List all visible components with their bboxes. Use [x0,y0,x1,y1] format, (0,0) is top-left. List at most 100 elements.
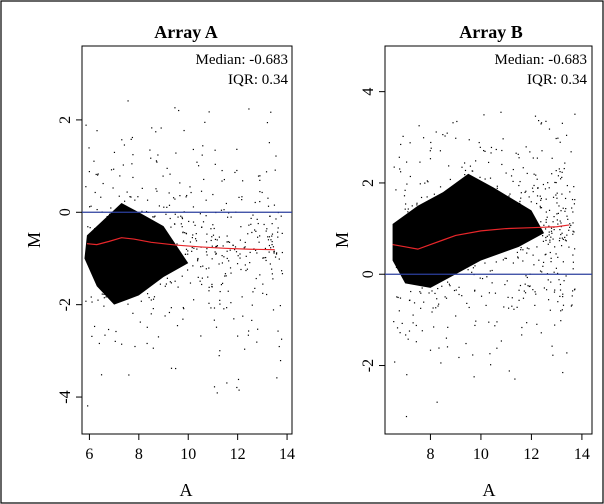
scatter-point [399,332,401,334]
scatter-point [194,224,196,226]
scatter-point [262,283,264,285]
scatter-point [549,241,551,243]
scatter-point [250,223,252,225]
scatter-point [560,222,562,224]
scatter-point [98,342,100,345]
scatter-point [140,300,142,302]
scatter-point [419,183,421,185]
scatter-point [533,173,535,175]
scatter-point [405,203,407,205]
scatter-point [207,276,209,278]
scatter-point [174,280,176,282]
scatter-point [252,214,254,216]
scatter-point [537,187,539,189]
scatter-point [432,307,434,309]
scatter-point [410,290,412,293]
scatter-point [560,245,563,247]
scatter-point [96,208,98,211]
scatter-point [270,247,272,249]
scatter-point [566,184,568,187]
scatter-point [445,297,448,299]
scatter-point [475,160,477,162]
scatter-point [157,336,160,338]
scatter-point [213,307,216,309]
scatter-point [276,377,278,379]
scatter-point [94,228,96,230]
scatter-point [561,171,563,173]
scatter-point [281,270,283,272]
scatter-point [262,292,264,294]
scatter-point [132,312,134,314]
loess-curve [86,237,275,251]
scatter-point [263,257,265,259]
scatter-point [254,229,256,231]
scatter-point [572,211,574,213]
x-tick-label: 8 [135,446,143,463]
scatter-point [525,190,527,192]
scatter-point [218,236,220,238]
scatter-point [132,154,134,156]
scatter-point [481,277,484,280]
scatter-point [254,249,257,251]
scatter-point [539,270,542,272]
scatter-point [571,295,573,297]
scatter-point [554,181,556,184]
scatter-point [208,111,210,113]
scatter-point [526,276,528,279]
scatter-point [545,239,547,242]
scatter-point [512,180,514,183]
scatter-point [526,252,528,254]
y-tick-label: -2 [57,298,74,311]
scatter-point [508,195,510,197]
scatter-point [442,133,444,136]
scatter-point [543,287,545,289]
scatter-point [225,275,227,277]
scatter-point [495,261,497,263]
y-axis-label: M [24,232,44,248]
scatter-point [271,273,273,275]
scatter-dense-region [392,173,545,288]
scatter-point [399,297,402,299]
scatter-point [266,293,268,296]
scatter-point [114,340,116,342]
scatter-point [146,326,148,328]
scatter-point [566,234,568,236]
scatter-point [522,297,525,299]
scatter-point [130,196,132,198]
scatter-point [538,120,540,122]
scatter-point [113,151,116,154]
scatter-point [190,191,192,194]
scatter-point [197,257,199,260]
scatter-point [228,241,231,243]
scatter-point [152,216,154,218]
scatter-point [272,246,275,248]
scatter-point [489,177,492,179]
scatter-point [262,257,264,259]
scatter-point [540,221,542,223]
scatter-point [197,165,200,167]
scatter-point [540,123,542,125]
scatter-point [227,290,229,292]
scatter-point [273,250,275,252]
scatter-point [255,277,257,280]
scatter-point [557,212,559,214]
scatter-point [205,268,207,270]
scatter-point [557,137,559,139]
scatter-point [545,221,547,223]
scatter-point [472,267,475,269]
scatter-point [456,120,458,123]
scatter-point [108,213,111,215]
scatter-point [256,341,258,343]
scatter-point [223,209,225,211]
scatter-point [409,299,411,301]
scatter-point [416,204,418,206]
scatter-point [110,207,112,209]
scatter-point [538,259,540,261]
scatter-point [543,224,545,226]
scatter-point [519,284,522,287]
scatter-point [214,238,217,241]
scatter-point [251,304,253,306]
scatter-point [558,240,561,242]
scatter-point [163,206,165,208]
scatter-point [484,150,486,152]
